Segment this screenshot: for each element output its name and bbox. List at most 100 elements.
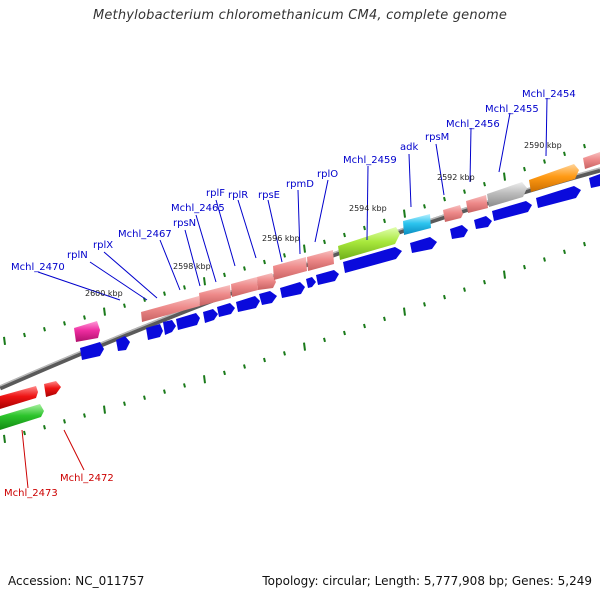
scale-tick [63, 419, 66, 424]
gene-arrow [529, 164, 579, 192]
scale-tick [263, 259, 266, 265]
gene-arrow [450, 225, 468, 239]
scale-label-2598: 2598 kbp [173, 262, 211, 271]
scale-tick [223, 272, 226, 278]
scale-tick [363, 225, 366, 231]
gene-label-rpsn[interactable]: rpsN [173, 218, 196, 229]
gene-label-rpln[interactable]: rplN [67, 250, 88, 261]
scale-tick [3, 434, 6, 443]
scale-label-2594: 2594 kbp [349, 204, 387, 213]
scale-tick [343, 330, 346, 336]
gene-label-mchl-2455[interactable]: Mchl_2455 [485, 104, 539, 115]
scale-tick [463, 189, 466, 194]
feature-track-upper [74, 152, 600, 342]
gene-arrow [307, 250, 334, 271]
gene-label-mchl-2472[interactable]: Mchl_2472 [60, 473, 114, 484]
gene-arrow [74, 321, 100, 342]
gene-label-mchl-2456[interactable]: Mchl_2456 [446, 119, 500, 130]
scale-tick [483, 181, 486, 187]
gene-arrow [583, 152, 600, 169]
scale-tick [543, 159, 546, 164]
scale-tick [203, 277, 206, 286]
scale-tick [343, 232, 346, 238]
scale-tick [223, 370, 226, 376]
gene-label-mchl-2467[interactable]: Mchl_2467 [118, 229, 172, 240]
label-leaders-red [21, 429, 85, 489]
gene-arrow [217, 303, 235, 317]
gene-arrow [487, 182, 527, 207]
gene-label-mchl-2465[interactable]: Mchl_2465 [171, 203, 225, 214]
scale-tick [423, 302, 426, 307]
label-leaders [37, 97, 548, 301]
scale-tick [203, 375, 206, 384]
scale-tick [243, 266, 246, 271]
gene-arrow [236, 296, 260, 312]
scale-tick [503, 172, 506, 181]
scale-tick [583, 143, 586, 149]
scale-tick [183, 383, 186, 388]
scale-tick [323, 337, 326, 343]
scale-tick [523, 166, 526, 172]
scale-tick [103, 307, 106, 316]
gene-label-rpsm[interactable]: rpsM [425, 132, 449, 143]
scale-label-2596: 2596 kbp [262, 234, 300, 243]
gene-arrow [492, 201, 532, 221]
scale-tick [403, 307, 406, 316]
gene-label-adk[interactable]: adk [400, 142, 418, 153]
scale-tick [263, 357, 266, 363]
gene-arrow [0, 404, 44, 430]
scale-tick [103, 405, 106, 414]
gene-label-mchl-2473[interactable]: Mchl_2473 [4, 488, 58, 499]
gene-label-rplf[interactable]: rplF [206, 188, 225, 199]
gene-label-rpse[interactable]: rpsE [258, 190, 280, 201]
gene-arrow [146, 324, 163, 340]
gene-label-rplo[interactable]: rplO [317, 169, 338, 180]
gene-arrow [80, 342, 104, 360]
scale-tick [443, 294, 446, 300]
gene-arrow [403, 214, 431, 235]
scale-tick [483, 279, 486, 285]
gene-arrow [141, 296, 200, 322]
gene-arrow [343, 247, 402, 273]
gene-arrow [536, 186, 581, 208]
feature-track-lower [0, 381, 61, 430]
scale-tick [183, 285, 186, 290]
scale-tick [323, 239, 326, 245]
scale-tick [383, 316, 386, 322]
gene-label-rplx[interactable]: rplX [93, 240, 113, 251]
gene-label-mchl-2470[interactable]: Mchl_2470 [11, 262, 65, 273]
gene-label-rplr[interactable]: rplR [228, 190, 248, 201]
scale-ticks [3, 143, 586, 443]
gene-label-mchl-2459[interactable]: Mchl_2459 [343, 155, 397, 166]
gene-arrow [443, 205, 463, 222]
scale-tick [23, 430, 26, 436]
scale-tick [123, 401, 126, 406]
gene-arrow [466, 195, 488, 213]
topology-text: Topology: circular; Length: 5,777,908 bp… [262, 574, 592, 588]
scale-tick [403, 209, 406, 218]
gene-label-rpmd[interactable]: rpmD [286, 179, 314, 190]
gene-arrow [0, 386, 38, 409]
gene-arrow [316, 270, 339, 285]
scale-tick [43, 326, 46, 332]
scale-label-2600: 2600 kbp [85, 289, 123, 298]
gene-arrow [44, 381, 61, 397]
scale-tick [43, 424, 46, 430]
scale-tick [63, 321, 66, 326]
gene-arrow [257, 273, 276, 290]
gene-label-mchl-2454[interactable]: Mchl_2454 [522, 89, 576, 100]
feature-track-blue [80, 174, 600, 360]
gene-arrow [231, 277, 258, 297]
gene-arrow [116, 336, 130, 351]
map-title: Methylobacterium chloromethanicum CM4, c… [92, 8, 508, 23]
gene-arrow [589, 174, 600, 188]
gene-arrow [410, 237, 437, 253]
scale-tick [163, 389, 166, 394]
scale-tick [283, 253, 286, 258]
scale-tick [83, 413, 86, 418]
scale-tick [3, 336, 6, 345]
scale-tick [303, 244, 306, 253]
scale-tick [123, 303, 126, 308]
scale-tick [503, 270, 506, 279]
gene-arrow [338, 227, 400, 260]
